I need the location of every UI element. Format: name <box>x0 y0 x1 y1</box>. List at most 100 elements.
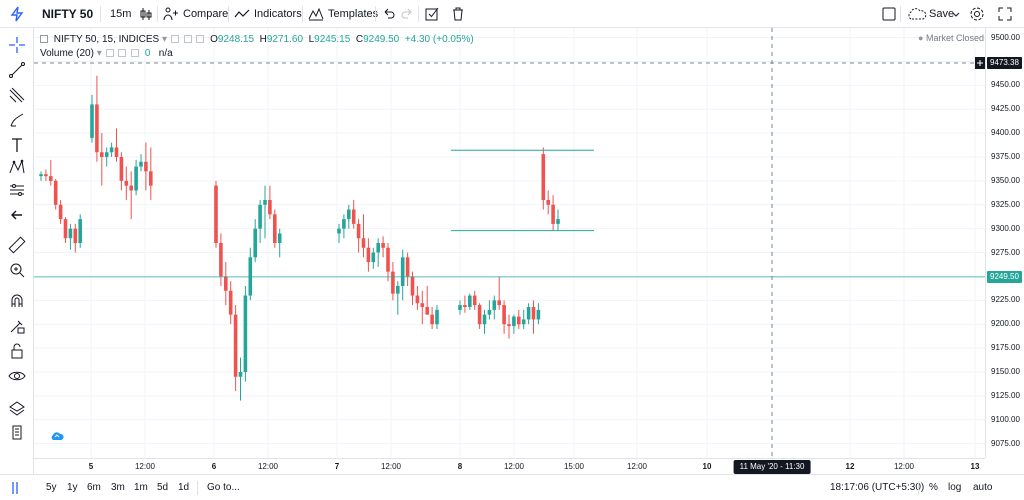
gear-icon[interactable] <box>968 5 986 23</box>
candle-up <box>238 372 243 377</box>
templates-icon[interactable] <box>307 5 325 23</box>
prediction-icon[interactable] <box>8 181 26 199</box>
cloud-save-icon[interactable] <box>906 5 928 23</box>
divider <box>197 481 198 495</box>
pattern-icon[interactable] <box>8 158 26 176</box>
price-tick: 9075.00 <box>991 438 1020 448</box>
close-toggle-icon[interactable] <box>196 35 205 44</box>
crosshair-price-label: 9473.38 <box>987 56 1022 69</box>
candle-up <box>487 309 492 315</box>
legend-close-key: C <box>355 34 364 45</box>
candle-up <box>109 147 114 153</box>
volume-settings-icon[interactable] <box>118 49 127 58</box>
candle-down <box>149 171 153 186</box>
candle-down <box>44 174 48 177</box>
goto-button[interactable]: Go to... <box>207 482 240 493</box>
divider <box>900 6 901 22</box>
interval-button[interactable]: 15m <box>110 8 132 20</box>
auto-toggle[interactable]: auto <box>973 482 993 493</box>
range-3m[interactable]: 3m <box>111 482 125 493</box>
candle-up <box>492 300 497 310</box>
candle-down <box>49 176 53 181</box>
range-5y[interactable]: 5y <box>46 482 57 493</box>
candle-down <box>386 247 390 272</box>
candle-down <box>351 209 356 224</box>
price-tick: 9150.00 <box>991 367 1020 376</box>
text-icon[interactable] <box>8 136 26 154</box>
undo-icon[interactable] <box>380 5 398 23</box>
price-tick: 9450.00 <box>991 80 1020 90</box>
legend-arrow-icon[interactable]: ▾ <box>161 34 167 45</box>
checkbox-icon[interactable] <box>423 5 441 23</box>
volume-arrow-icon[interactable]: ▾ <box>96 48 102 59</box>
legend-volume-row: Volume (20) ▾ 0 n/a <box>40 47 474 61</box>
candles-icon[interactable] <box>137 5 155 23</box>
candle-down <box>551 204 555 224</box>
candle-down <box>463 305 467 308</box>
templates-button[interactable]: Templates <box>328 8 379 20</box>
volume-eye-icon[interactable] <box>105 49 114 58</box>
legend-change: +4.30 (+0.05%) <box>404 34 474 45</box>
brush-icon[interactable] <box>8 111 26 129</box>
lock-drawing-icon[interactable] <box>8 317 26 335</box>
trash-icon[interactable] <box>8 423 26 441</box>
zoom-in-icon[interactable] <box>8 261 26 279</box>
candle-down <box>366 247 371 263</box>
range-1m[interactable]: 1m <box>134 482 148 493</box>
price-axis[interactable]: 9500.009475.009450.009425.009400.009375.… <box>985 28 1024 458</box>
cloud-icon[interactable] <box>50 428 64 440</box>
indicators-icon[interactable] <box>233 5 251 23</box>
volume-label[interactable]: Volume (20) <box>40 48 94 59</box>
crosshair-icon[interactable] <box>8 36 26 54</box>
range-6m[interactable]: 6m <box>87 482 101 493</box>
chevron-down-icon[interactable] <box>950 5 962 23</box>
save-button[interactable]: Save <box>929 8 955 20</box>
price-tick: 9425.00 <box>991 104 1020 114</box>
time-axis[interactable]: 5 12:00 6 12:00 7 12:00 8 12:00 15:00 12:00 10 12 12… <box>34 458 985 474</box>
candle-down <box>425 307 429 315</box>
percent-toggle[interactable]: % <box>929 482 938 493</box>
candle-up <box>468 295 472 308</box>
clock-readout[interactable]: 18:17:06 (UTC+5:30) <box>830 482 925 493</box>
ruler-icon[interactable] <box>8 236 26 254</box>
range-1d[interactable]: 1d <box>178 482 190 493</box>
indicators-button[interactable]: Indicators <box>254 8 302 20</box>
time-zone-icon[interactable] <box>8 475 26 500</box>
candle-down <box>268 200 272 215</box>
lightning-icon[interactable] <box>8 5 26 23</box>
log-toggle[interactable]: log <box>948 482 962 493</box>
eye-icon[interactable] <box>8 367 26 385</box>
settings-toggle-icon[interactable] <box>183 35 192 44</box>
chart-pane[interactable] <box>34 28 985 458</box>
layers-icon[interactable] <box>8 400 26 418</box>
range-1y[interactable]: 1y <box>67 482 78 493</box>
layout-icon[interactable] <box>880 5 898 23</box>
time-tick: 5 <box>88 462 94 471</box>
symbol-search[interactable]: NIFTY 50 <box>42 7 94 21</box>
compare-icon[interactable] <box>162 5 180 23</box>
candlestick-chart[interactable] <box>34 28 985 458</box>
bottom-toolbar: 5y 1y 6m 3m 1m 5d 1d Go to... 18:17:06 (… <box>0 474 1024 500</box>
compare-button[interactable]: Compare <box>183 8 229 20</box>
legend-high: 9271.60 <box>266 34 304 45</box>
eye-toggle-icon[interactable] <box>170 35 179 44</box>
time-tick: 13 <box>970 462 980 471</box>
candle-down <box>361 238 366 248</box>
unlock-icon[interactable] <box>8 342 26 360</box>
candle-up <box>90 104 94 138</box>
candle-down <box>472 295 477 306</box>
pitchfork-icon[interactable] <box>8 86 26 104</box>
trash-icon[interactable] <box>449 5 467 23</box>
time-tick: 15:00 <box>563 462 585 471</box>
redo-icon[interactable] <box>398 5 416 23</box>
volume-close-icon[interactable] <box>131 49 140 58</box>
fullscreen-icon[interactable] <box>996 5 1014 23</box>
candle-down <box>124 180 129 186</box>
chevron-icon[interactable] <box>40 35 48 44</box>
price-tick: 9275.00 <box>991 247 1020 257</box>
back-arrow-icon[interactable] <box>8 206 26 224</box>
magnet-icon[interactable] <box>8 292 26 310</box>
candle-up <box>347 209 351 220</box>
trendline-icon[interactable] <box>8 61 26 79</box>
range-5d[interactable]: 5d <box>157 482 169 493</box>
